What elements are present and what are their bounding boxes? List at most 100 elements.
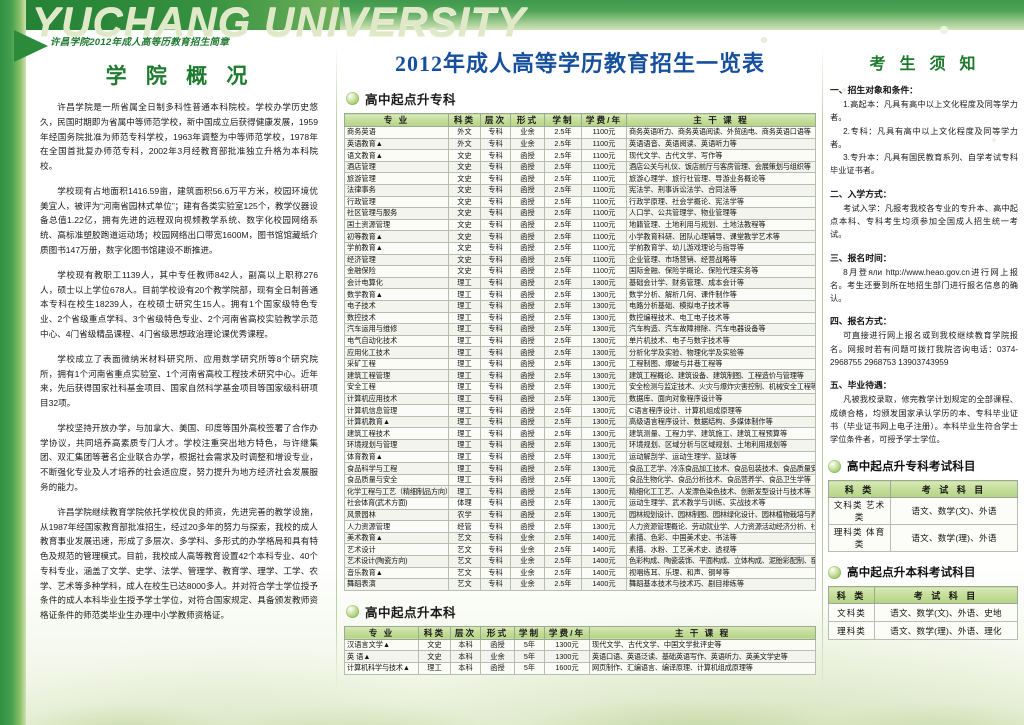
cell-1: 文史 <box>418 650 451 663</box>
cell-2: 专科 <box>480 473 511 487</box>
cell-major: 人力资源管理 <box>344 520 449 533</box>
cell-3: 业余 <box>480 650 515 663</box>
cell-3: 函授 <box>510 172 545 185</box>
section-header-benke: 高中起点升本科 <box>346 602 820 621</box>
cell-category: 理科类 体育类 <box>828 524 891 553</box>
cell-courses: 食品生物化学、食品分析技术、食品营养学、食品卫生学等 <box>626 473 816 487</box>
cell-2: 本科 <box>450 661 481 675</box>
watermark-text: YUCHANG UNIVERSITY <box>32 0 527 45</box>
cell-5: 1600元 <box>544 661 590 675</box>
cell-5: 1300元 <box>581 415 627 429</box>
cell-3: 函授 <box>510 415 545 429</box>
cell-5: 1300元 <box>581 485 627 498</box>
cell-subjects: 语文、数学(文)、外语、史地 <box>874 603 1018 623</box>
table-row: 电气自动化技术 理工 专科 函授 2.5年 1300元 单片机技术、电子与数字技术等 <box>344 334 816 348</box>
notice-heading: 四、报名方式： <box>830 316 892 327</box>
table-row: 国土资源管理 文史 专科 函授 2.5年 1100元 地籍管理、土地利用与规划、土地法教程等 <box>344 218 816 232</box>
cell-3: 函授 <box>510 276 545 290</box>
cell-1: 理工 <box>448 473 481 487</box>
cell-3: 函授 <box>510 265 545 278</box>
cell-2: 专科 <box>480 299 511 313</box>
cell-2: 专科 <box>480 241 511 255</box>
cell-2: 专科 <box>480 265 511 278</box>
cell-1: 文史 <box>448 195 481 209</box>
column-header: 学费/年 <box>544 625 590 640</box>
cell-1: 理工 <box>448 288 481 301</box>
cell-5: 1300元 <box>581 520 627 533</box>
cell-major: 金融保险 <box>344 265 449 278</box>
cell-subjects: 语文、数学(文)、外语 <box>890 497 1018 526</box>
cell-major: 舞蹈表演 <box>344 578 449 591</box>
cell-2: 专科 <box>480 543 511 556</box>
overview-paragraph: 学校坚持开放办学，与加拿大、美国、印度等国外高校签署了合作办学协议，共同培养高素… <box>40 422 318 492</box>
cell-1: 文史 <box>448 172 481 185</box>
column-header: 学制 <box>544 113 582 127</box>
cell-major: 电子技术 <box>344 299 449 313</box>
cell-5: 1300元 <box>581 427 627 441</box>
cell-2: 专科 <box>480 126 511 139</box>
cell-courses: 建筑测量、工程力学、建筑施工、建筑工程预算等 <box>626 427 816 441</box>
cell-1: 文史 <box>448 218 481 232</box>
table-row: 计算机科学与技术▲ 理工 本科 函授 5年 1600元 网页制作、汇编语言、编译原理、计算机… <box>344 661 816 675</box>
green-ball-icon <box>346 604 359 618</box>
cell-5: 1300元 <box>544 650 590 663</box>
cell-courses: 单片机技术、电子与数字技术等 <box>626 334 816 348</box>
section-label: 高中起点升专科 <box>365 93 457 107</box>
cell-5: 1400元 <box>581 566 627 580</box>
cell-4: 2.5年 <box>544 520 582 533</box>
cell-major: 艺术设计(陶瓷方向) <box>344 554 449 568</box>
column-header: 主 干 课 程 <box>589 625 816 640</box>
table-row: 行政管理 文史 专科 函授 2.5年 1100元 行政学原理、社会学概论、宪法学等 <box>344 195 816 209</box>
cell-2: 专科 <box>480 508 511 522</box>
cell-4: 2.5年 <box>544 346 582 359</box>
cell-1: 理工 <box>448 439 481 452</box>
cell-5: 1100元 <box>581 126 627 139</box>
cell-courses: 小学教育科研、团队心理辅导、课堂教学艺术等 <box>626 230 816 243</box>
cell-courses: 素描、水粉、工艺美术史、透视等 <box>626 543 816 556</box>
cell-major: 音乐教育▲ <box>344 566 449 580</box>
table-row: 食品科学与工程 理工 专科 函授 2.5年 1300元 食品工艺学、冷冻食品加工技术、食品包… <box>344 462 816 475</box>
cell-2: 专科 <box>480 311 511 325</box>
cell-4: 2.5年 <box>544 160 582 174</box>
cell-3: 函授 <box>510 299 545 313</box>
cell-courses: 舞蹈基本技术与技术巧、剧目排练等 <box>626 578 816 591</box>
cell-4: 2.5年 <box>544 126 582 139</box>
table-header-row: 科 类考 试 科 目 <box>828 480 1018 499</box>
cell-3: 函授 <box>510 357 545 371</box>
cell-major: 初等教育▲ <box>344 230 449 243</box>
cell-3: 函授 <box>510 149 545 162</box>
cell-3: 函授 <box>510 346 545 359</box>
column-header: 考 试 科 目 <box>874 586 1018 605</box>
cell-major: 英 语▲ <box>344 650 419 663</box>
cell-1: 体理 <box>448 497 481 510</box>
cell-2: 专科 <box>480 381 511 394</box>
cell-3: 函授 <box>480 661 515 675</box>
cell-2: 专科 <box>480 485 511 498</box>
cell-4: 2.5年 <box>544 299 582 313</box>
cell-3: 函授 <box>510 520 545 533</box>
cell-2: 专科 <box>480 149 511 162</box>
cell-4: 2.5年 <box>544 265 582 278</box>
cell-major: 建筑工程管理 <box>344 369 449 383</box>
cell-2: 专科 <box>480 427 511 441</box>
notice-paragraph: 1.高起本：凡具有高中以上文化程度及同等学力者。 <box>830 100 1018 123</box>
cell-courses: 宪法学、刑事诉讼法学、合同法等 <box>626 183 816 197</box>
cell-1: 艺文 <box>448 554 481 568</box>
cell-category: 文科类 <box>828 603 875 623</box>
table-row: 建筑工程技术 理工 专科 函授 2.5年 1300元 建筑测量、工程力学、建筑施工、建筑工程… <box>344 427 816 441</box>
table-row: 人力资源管理 经管 专科 函授 2.5年 1300元 人力资源管理概论、劳动就业学、人力资源… <box>344 520 816 533</box>
cell-3: 函授 <box>510 508 545 522</box>
cell-1: 文史 <box>448 160 481 174</box>
column-divider-right <box>822 46 823 691</box>
table-row: 学前教育▲ 文史 专科 函授 2.5年 1100元 学前教育学、幼儿游戏理论与指导等 <box>344 241 816 255</box>
cell-3: 函授 <box>510 323 545 336</box>
table-row: 语文教育▲ 文史 专科 函授 2.5年 1100元 现代文学、古代文学、写作等 <box>344 149 816 162</box>
cell-3: 函授 <box>510 427 545 441</box>
cell-5: 1300元 <box>581 369 627 383</box>
cell-major: 食品科学与工程 <box>344 462 449 475</box>
cell-5: 1400元 <box>581 543 627 556</box>
cell-courses: 素描、色彩、中国美术史、书法等 <box>626 531 816 545</box>
cell-1: 文史 <box>448 183 481 197</box>
notice-paragraph: 可直接进行网上报名或到我校继续教育学院报名。网报时若有问题可拨打我院咨询电话：0… <box>830 331 1018 367</box>
cell-2: 专科 <box>480 497 511 510</box>
